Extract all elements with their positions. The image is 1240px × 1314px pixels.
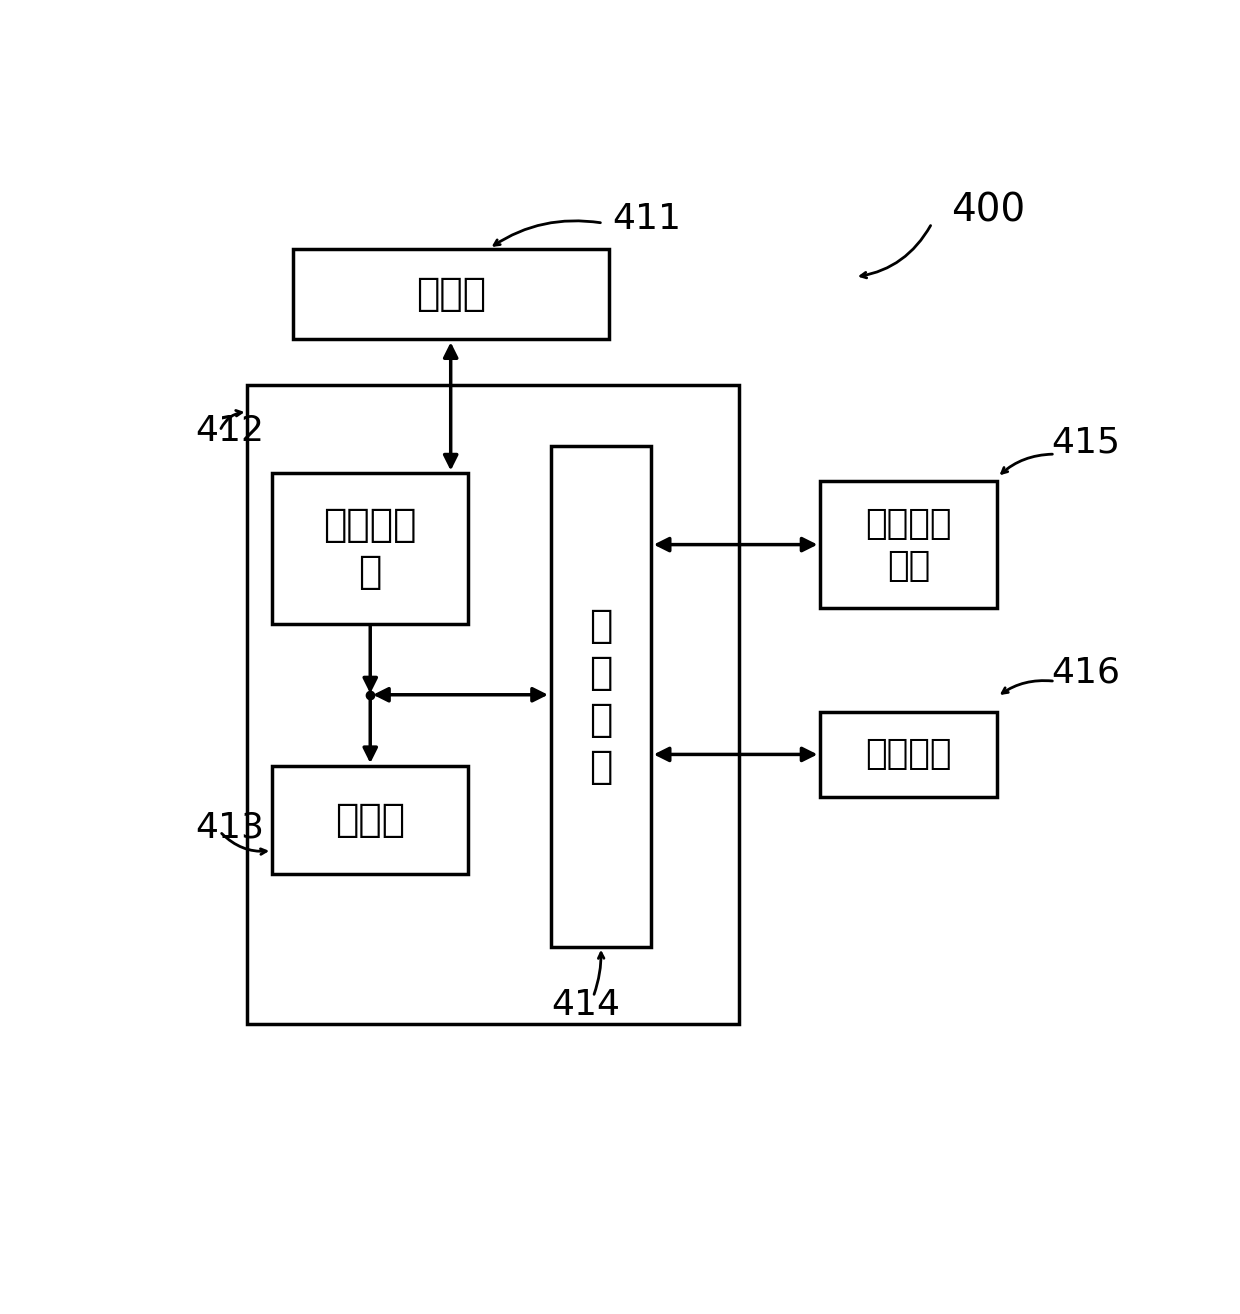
Bar (247, 385, 739, 1024)
Bar (272, 766, 469, 874)
Bar (293, 248, 609, 339)
Bar (821, 712, 997, 796)
Bar (821, 481, 997, 608)
Bar (551, 447, 651, 947)
Text: 显示单元: 显示单元 (866, 737, 952, 771)
Text: 413: 413 (195, 811, 264, 845)
Bar (272, 473, 469, 624)
Text: 416: 416 (1052, 656, 1120, 689)
Text: 414: 414 (551, 988, 620, 1022)
Text: 411: 411 (613, 202, 682, 237)
Text: 存储器: 存储器 (415, 275, 486, 313)
Text: 415: 415 (1052, 426, 1120, 460)
Text: 400: 400 (951, 191, 1025, 229)
Text: 存储控制
器: 存储控制 器 (324, 506, 417, 591)
Text: 输入输出
单元: 输入输出 单元 (866, 507, 952, 582)
Text: 外
设
接
口: 外 设 接 口 (589, 607, 613, 786)
Text: 412: 412 (195, 414, 264, 448)
Text: 处理器: 处理器 (335, 800, 405, 838)
